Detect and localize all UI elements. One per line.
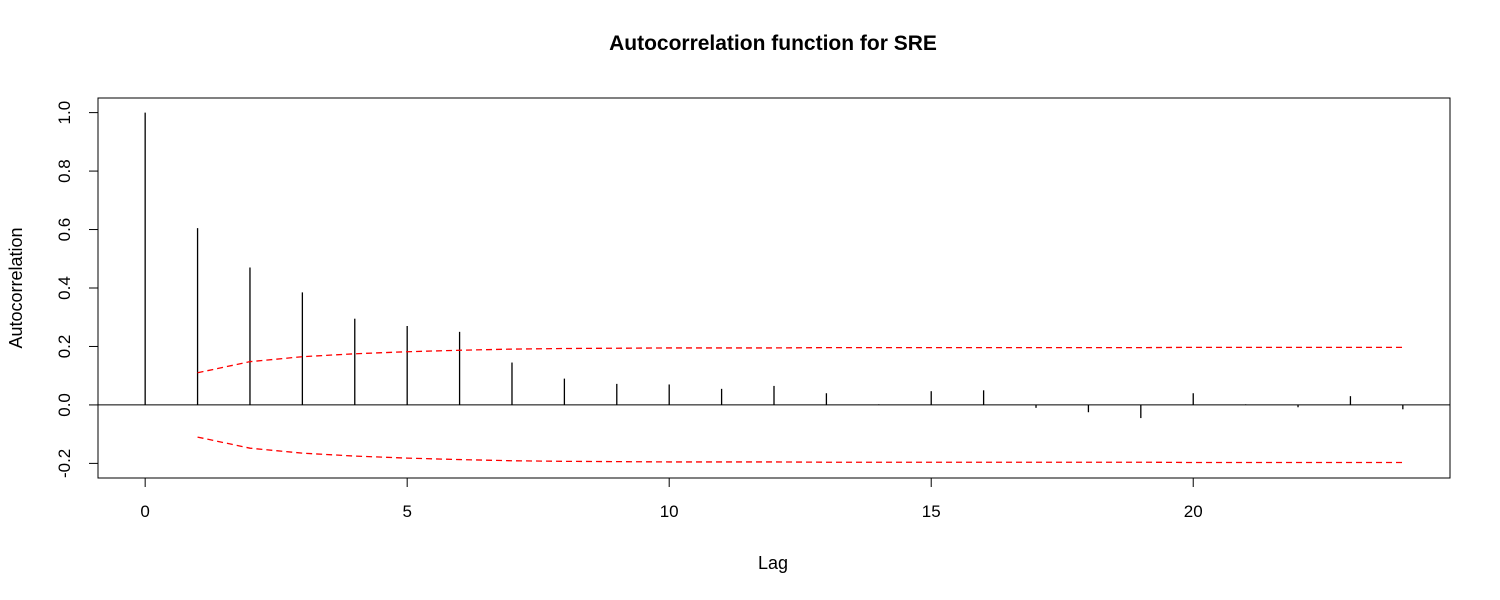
y-tick-label-2: 0.2 (55, 335, 74, 359)
plot-layer: 0 5 10 15 20 -0.2 0.0 0.2 0.4 0.6 0.8 1.0 (55, 101, 1450, 521)
y-tick-label-0: -0.2 (55, 449, 74, 478)
y-tick-label-6: 1.0 (55, 101, 74, 125)
chart-title: Autocorrelation function for SRE (609, 32, 937, 55)
x-tick-label-20: 20 (1184, 502, 1203, 521)
confidence-band-upper (197, 346, 1403, 374)
y-tick-label-5: 0.8 (55, 159, 74, 183)
x-axis-label: Lag (758, 553, 788, 573)
y-axis-label: Autocorrelation (6, 227, 26, 348)
x-tick-label-15: 15 (922, 502, 941, 521)
plot-frame (97, 97, 1451, 479)
y-tick-label-4: 0.6 (55, 218, 74, 242)
y-tick-label-1: 0.0 (55, 393, 74, 417)
x-tick-label-0: 0 (140, 502, 149, 521)
x-tick-label-10: 10 (660, 502, 679, 521)
confidence-band-lower (197, 436, 1403, 464)
x-tick-label-5: 5 (402, 502, 411, 521)
y-tick-label-3: 0.4 (55, 276, 74, 300)
